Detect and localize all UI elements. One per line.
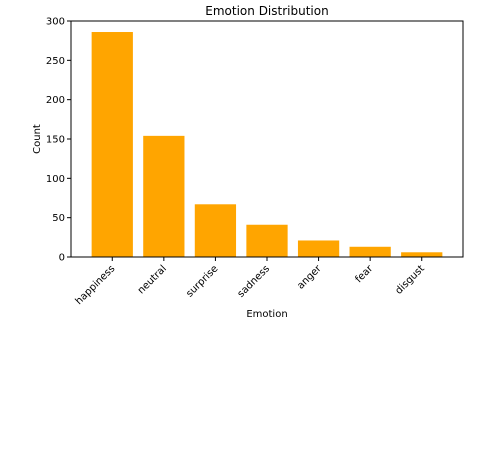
y-tick-label: 200	[46, 95, 65, 106]
y-axis-ticks: 0 50 100 150 200 250 300	[46, 17, 71, 264]
y-tick-label: 300	[46, 17, 65, 28]
y-tick-label: 50	[52, 213, 65, 224]
y-tick-label: 100	[46, 174, 65, 185]
y-tick-label: 250	[46, 56, 65, 67]
bar-happiness	[91, 32, 133, 257]
bar-fear	[349, 246, 391, 257]
bar-neutral	[143, 135, 185, 257]
y-axis-label: Count	[32, 124, 43, 154]
plot-frame	[70, 20, 464, 258]
chart-title: Emotion Distribution	[205, 4, 328, 18]
bar-sadness	[246, 224, 288, 257]
bar-surprise	[194, 204, 237, 257]
bar-anger	[297, 240, 340, 257]
bar-group	[91, 32, 443, 257]
y-tick-label: 0	[59, 253, 65, 264]
y-tick-label: 150	[46, 135, 65, 146]
x-axis-label: Emotion	[246, 309, 287, 320]
bar-disgust	[401, 252, 443, 257]
